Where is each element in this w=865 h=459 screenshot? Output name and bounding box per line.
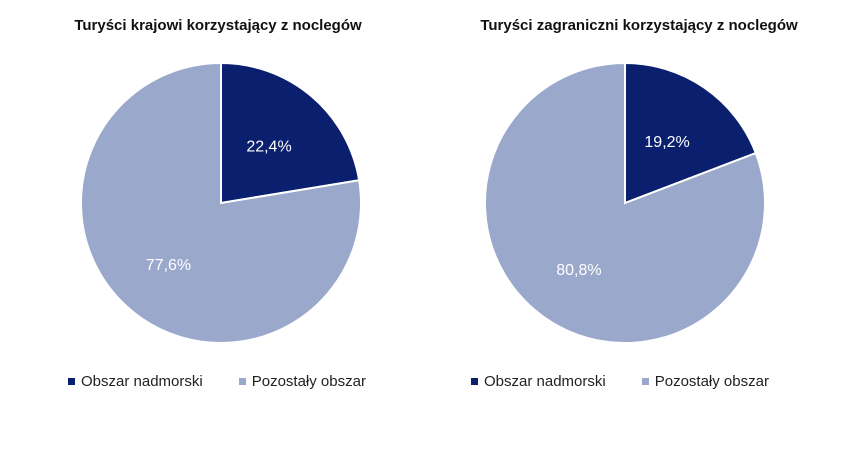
legend-swatch-other xyxy=(641,378,649,385)
data-label-coastal: 22,4% xyxy=(246,138,291,155)
legend-label: Obszar nadmorski xyxy=(484,373,606,390)
pie-slice-coastal xyxy=(220,61,361,205)
legend: Obszar nadmorski Pozostały obszar xyxy=(68,373,402,390)
pie-svg: 22,4% 77,6% xyxy=(80,61,362,344)
chart-title: Turyści krajowi korzystający z noclegów xyxy=(74,17,362,34)
legend-label: Pozostały obszar xyxy=(654,373,769,390)
legend-item-coastal: Obszar nadmorski xyxy=(471,373,606,390)
pie-slice-other xyxy=(484,61,766,344)
data-label-other: 77,6% xyxy=(146,257,191,274)
data-label-other: 80,8% xyxy=(556,262,601,279)
pie-slice-coastal xyxy=(624,61,758,205)
pie-slice-other xyxy=(80,61,362,344)
legend: Obszar nadmorski Pozostały obszar xyxy=(471,373,805,390)
pie-chart-domestic: Turyści krajowi korzystający z noclegów … xyxy=(0,0,432,459)
pie-chart-foreign: Turyści zagraniczni korzystający z nocle… xyxy=(433,0,865,459)
legend-swatch-other xyxy=(238,378,246,385)
legend-item-other: Pozostały obszar xyxy=(238,373,366,390)
legend-swatch-coastal xyxy=(471,378,478,385)
legend-label: Obszar nadmorski xyxy=(81,373,203,390)
data-label-coastal: 19,2% xyxy=(644,134,689,151)
legend-item-coastal: Obszar nadmorski xyxy=(68,373,203,390)
chart-title: Turyści zagraniczni korzystający z nocle… xyxy=(480,17,798,34)
legend-swatch-coastal xyxy=(68,378,75,385)
legend-label: Pozostały obszar xyxy=(251,373,366,390)
pie-svg: 19,2% 80,8% xyxy=(484,61,766,344)
legend-item-other: Pozostały obszar xyxy=(641,373,769,390)
